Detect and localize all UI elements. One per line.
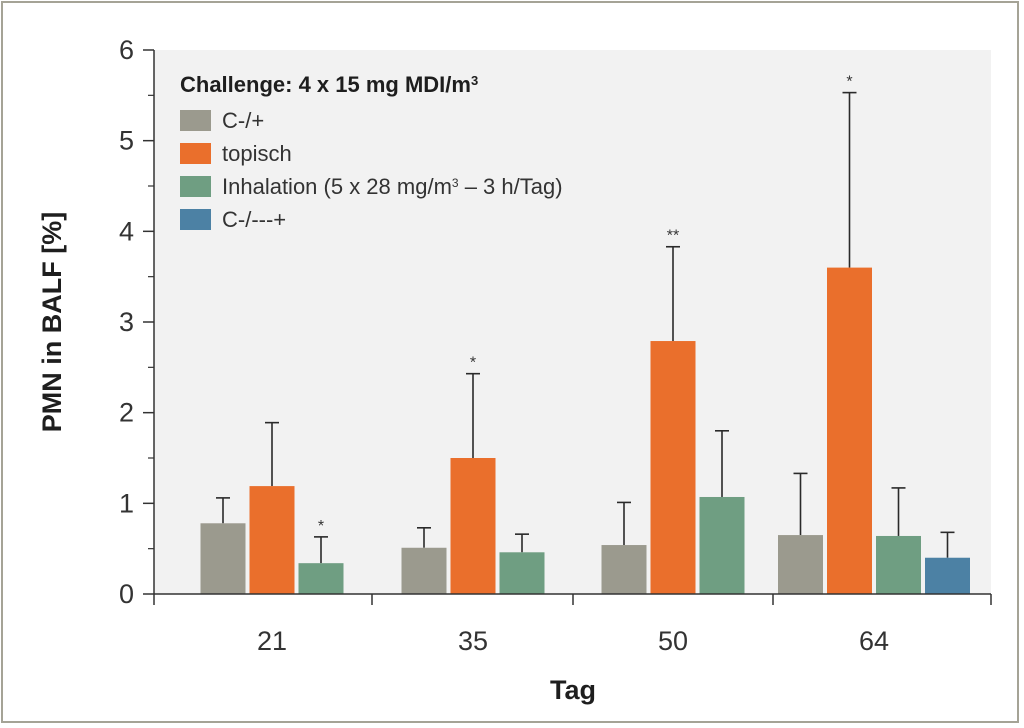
bar <box>200 523 246 594</box>
bars-layer: ***** <box>200 74 970 594</box>
x-tick-label: 35 <box>458 626 488 656</box>
bar <box>601 545 647 594</box>
legend-label: Inhalation (5 x 28 mg/m3 – 3 h/Tag) <box>222 174 563 199</box>
bar <box>925 557 970 594</box>
y-tick-label: 3 <box>119 307 134 337</box>
legend-swatch <box>180 176 211 197</box>
bar <box>499 552 545 594</box>
legend-label: C-/---+ <box>222 207 286 232</box>
y-axis-title: PMN in BALF [%] <box>37 212 67 432</box>
legend: Challenge: 4 x 15 mg MDI/m3 C-/+ topisch In… <box>180 72 563 232</box>
x-tick-label: 50 <box>658 626 688 656</box>
legend-swatch <box>180 209 211 230</box>
y-tick-label: 5 <box>119 126 134 156</box>
legend-label: topisch <box>222 141 292 166</box>
bar <box>298 563 344 594</box>
y-tick-label: 1 <box>119 488 134 518</box>
y-tick-label: 4 <box>119 216 134 246</box>
bar <box>876 535 921 594</box>
significance-marker: * <box>846 74 852 91</box>
bar <box>778 535 823 594</box>
bar <box>401 547 447 594</box>
bar <box>249 486 295 594</box>
legend-swatch <box>180 143 211 164</box>
bar <box>450 458 496 594</box>
y-tick-label: 2 <box>119 398 134 428</box>
y-tick-label: 0 <box>119 579 134 609</box>
bar <box>827 267 872 594</box>
axes-layer: 0 1 2 3 4 5 6 21 35 50 64 Tag PMN in BALF [%] <box>37 35 992 705</box>
significance-marker: ** <box>667 228 679 245</box>
legend-label: C-/+ <box>222 108 264 133</box>
legend-swatch <box>180 110 211 131</box>
legend-title: Challenge: 4 x 15 mg MDI/m3 <box>180 72 478 97</box>
x-tick-label: 64 <box>859 626 889 656</box>
bar <box>699 496 745 594</box>
y-tick-label: 6 <box>119 35 134 65</box>
x-axis-title: Tag <box>550 675 596 705</box>
x-tick-label: 21 <box>257 626 287 656</box>
bar <box>650 341 696 594</box>
significance-marker: * <box>470 355 476 372</box>
significance-marker: * <box>318 518 324 535</box>
